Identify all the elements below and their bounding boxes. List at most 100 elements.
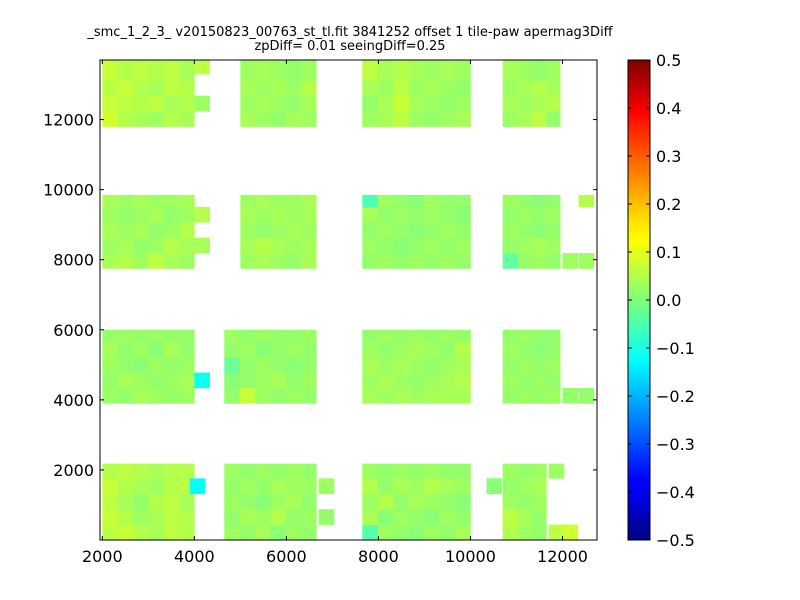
heatmap-cell bbox=[132, 80, 149, 97]
heatmap-cell bbox=[393, 357, 409, 373]
heatmap-cell bbox=[517, 206, 532, 223]
heatmap-cell bbox=[270, 493, 286, 510]
heatmap-cell bbox=[178, 357, 195, 373]
heatmap-cell bbox=[439, 253, 456, 269]
heatmap-cell bbox=[148, 95, 164, 112]
heatmap-cell bbox=[548, 524, 565, 540]
heatmap-cell bbox=[178, 206, 195, 223]
heatmap-cell bbox=[502, 329, 518, 342]
heatmap-cell bbox=[517, 387, 532, 404]
heatmap-cell bbox=[502, 237, 518, 254]
heatmap-cell bbox=[377, 80, 394, 97]
heatmap-cell bbox=[285, 372, 302, 389]
heatmap-cell bbox=[439, 372, 456, 389]
heatmap-cell bbox=[270, 329, 286, 342]
heatmap-cell bbox=[285, 206, 302, 223]
heatmap-cell bbox=[455, 111, 471, 127]
heatmap-cell bbox=[102, 194, 118, 208]
heatmap-cell bbox=[578, 387, 595, 404]
heatmap-cell bbox=[455, 329, 471, 342]
heatmap-cell bbox=[502, 509, 518, 525]
heatmap-cell bbox=[148, 329, 164, 342]
heatmap-cell bbox=[132, 237, 149, 254]
heatmap-cell bbox=[424, 80, 440, 97]
heatmap-cell bbox=[362, 60, 379, 81]
heatmap-cell bbox=[531, 372, 547, 389]
y-tick-label: 10000 bbox=[43, 181, 94, 200]
heatmap-cell bbox=[148, 509, 164, 525]
heatmap-cell bbox=[377, 341, 394, 358]
heatmap-cell bbox=[362, 237, 379, 254]
heatmap-cell bbox=[224, 509, 240, 525]
heatmap-cell bbox=[102, 253, 118, 269]
heatmap-cell bbox=[393, 509, 409, 525]
heatmap-cell bbox=[132, 341, 149, 358]
heatmap-cell bbox=[408, 478, 425, 495]
heatmap-cell bbox=[517, 463, 533, 479]
heatmap-cell bbox=[301, 206, 317, 223]
heatmap-cell bbox=[517, 372, 532, 389]
heatmap-cell bbox=[393, 222, 409, 238]
heatmap-cell bbox=[163, 80, 180, 97]
heatmap-cell bbox=[117, 206, 134, 223]
heatmap-cell bbox=[163, 341, 180, 358]
heatmap-cell bbox=[545, 357, 561, 373]
heatmap-cell bbox=[163, 222, 180, 238]
heatmap-cell bbox=[502, 357, 518, 373]
heatmap-cell bbox=[517, 357, 532, 373]
heatmap-cell bbox=[362, 329, 379, 342]
heatmap-cell bbox=[424, 329, 440, 342]
heatmap-cell bbox=[240, 111, 256, 127]
heatmap-cell bbox=[393, 341, 409, 358]
heatmap-cell bbox=[408, 206, 425, 223]
heatmap-cell bbox=[117, 509, 134, 525]
heatmap-cell bbox=[148, 237, 164, 254]
heatmap-cell bbox=[455, 372, 471, 389]
heatmap-cell bbox=[163, 329, 180, 342]
heatmap-cell bbox=[545, 341, 561, 358]
heatmap-cell bbox=[393, 372, 409, 389]
heatmap-cell bbox=[102, 341, 118, 358]
heatmap-cell bbox=[408, 111, 425, 127]
heatmap-cell bbox=[517, 222, 532, 238]
heatmap-cell bbox=[117, 478, 134, 495]
heatmap-cell bbox=[424, 194, 440, 208]
heatmap-cell bbox=[531, 463, 547, 479]
heatmap-cell bbox=[393, 111, 409, 127]
heatmap-cell bbox=[300, 509, 317, 525]
heatmap-cell bbox=[102, 524, 118, 540]
heatmap-cell bbox=[102, 206, 118, 223]
heatmap-cell bbox=[163, 387, 180, 404]
heatmap-cell bbox=[270, 387, 286, 404]
heatmap-cell bbox=[132, 524, 149, 540]
heatmap-cell bbox=[377, 509, 394, 525]
heatmap-cell bbox=[102, 60, 118, 81]
heatmap-cell bbox=[163, 206, 180, 223]
heatmap-cell bbox=[178, 329, 195, 342]
heatmap-cell bbox=[408, 194, 425, 208]
heatmap-cell bbox=[163, 524, 180, 540]
heatmap-cell bbox=[517, 493, 533, 510]
heatmap-cells bbox=[102, 60, 595, 540]
heatmap-cell bbox=[178, 95, 195, 112]
heatmap-cell bbox=[455, 60, 471, 81]
heatmap-cell bbox=[377, 463, 394, 479]
heatmap-cell bbox=[240, 222, 256, 238]
heatmap-cell bbox=[270, 509, 286, 525]
heatmap-cell bbox=[408, 95, 425, 112]
heatmap-cell bbox=[132, 95, 149, 112]
heatmap-cell bbox=[393, 237, 409, 254]
heatmap-cell bbox=[502, 341, 518, 358]
heatmap-cell bbox=[102, 493, 118, 510]
heatmap-cell bbox=[255, 111, 272, 127]
heatmap-cell bbox=[224, 493, 240, 510]
colorbar-tick-label: 0.2 bbox=[656, 195, 681, 214]
heatmap-cell bbox=[224, 329, 240, 342]
heatmap-cell bbox=[117, 524, 134, 540]
colorbar-tick-label: −0.1 bbox=[656, 339, 695, 358]
heatmap-cell bbox=[194, 95, 210, 112]
heatmap-cell bbox=[239, 387, 256, 404]
heatmap-cell bbox=[424, 222, 440, 238]
heatmap-cell bbox=[439, 387, 456, 404]
